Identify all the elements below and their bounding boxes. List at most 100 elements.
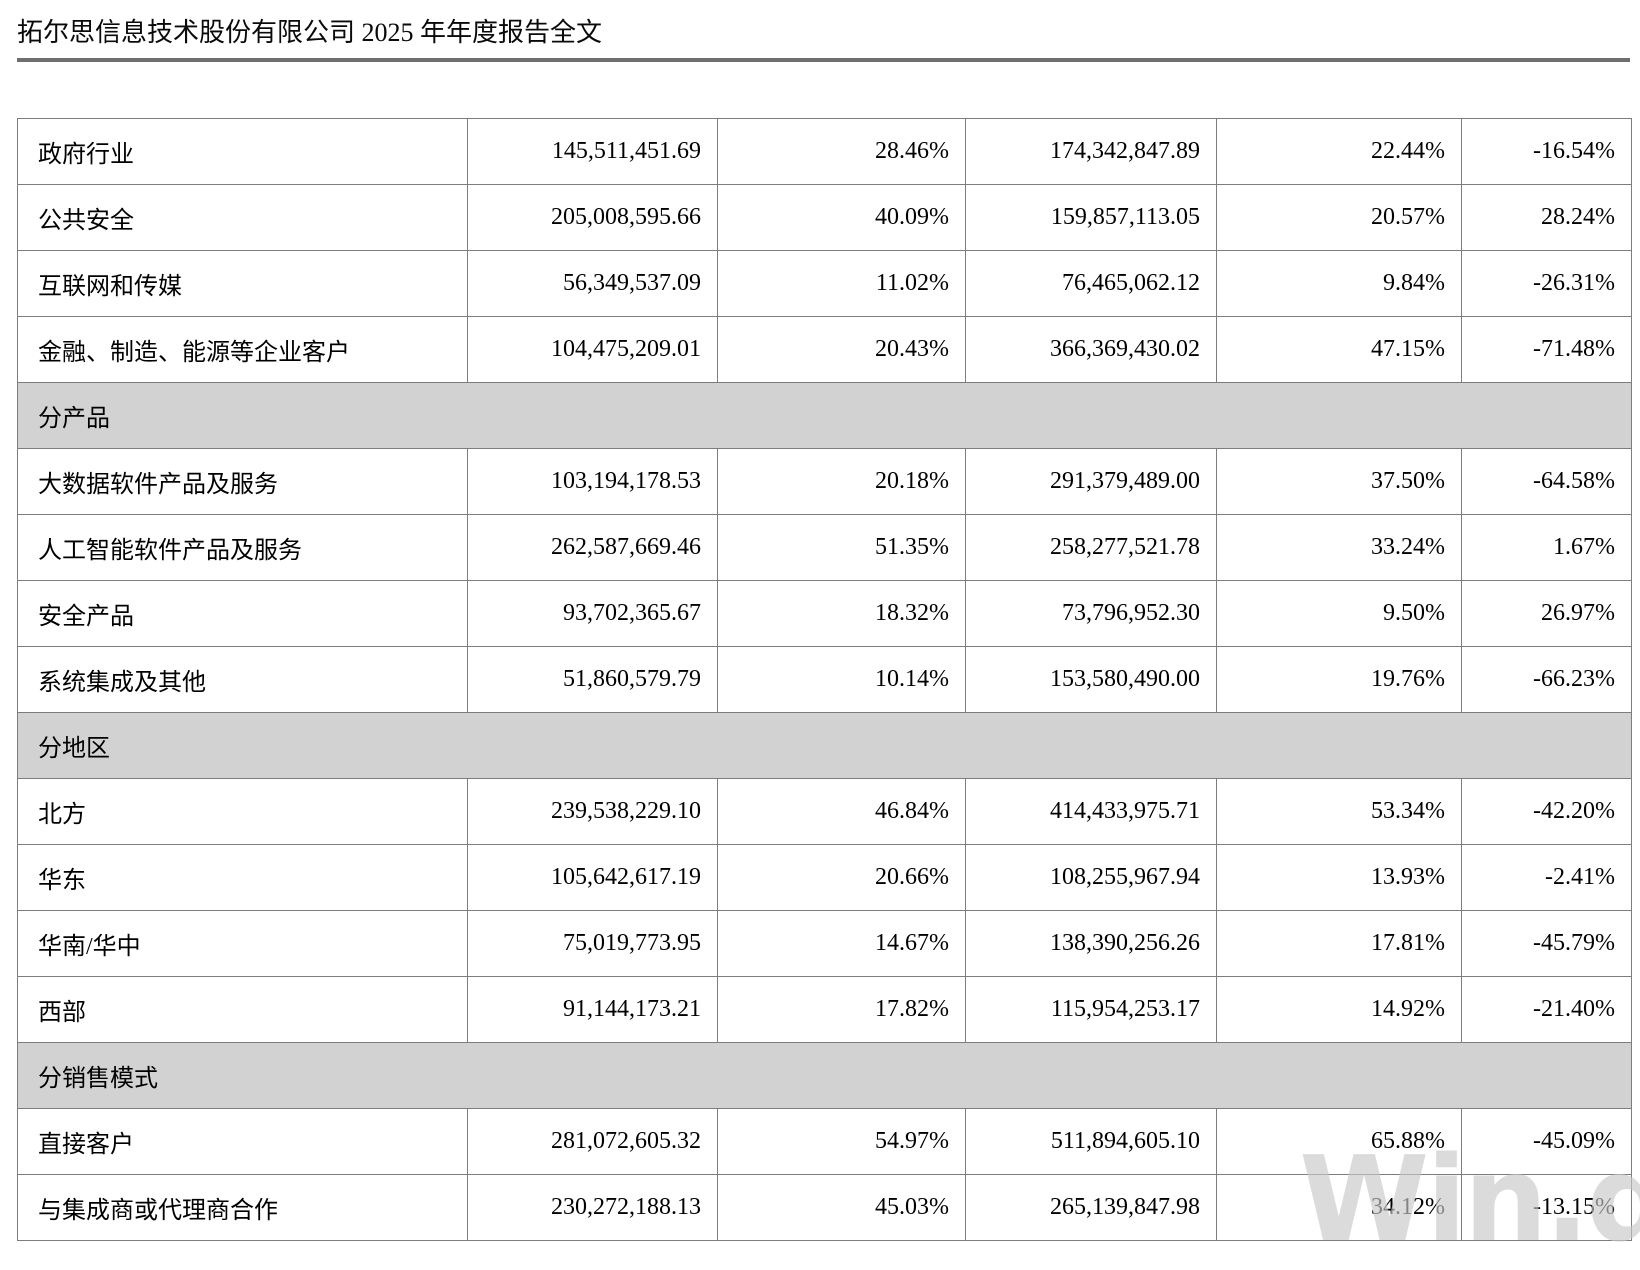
cell-value: 17.82% <box>717 976 966 1043</box>
table-row: 人工智能软件产品及服务 262,587,669.46 51.35% 258,277,5… <box>17 514 1632 581</box>
cell-value: -71.48% <box>1461 316 1632 383</box>
cell-value: -2.41% <box>1461 844 1632 911</box>
cell-value: 265,139,847.98 <box>965 1174 1217 1241</box>
table-row: 与集成商或代理商合作 230,272,188.13 45.03% 265,139,84… <box>17 1174 1632 1241</box>
cell-value: 54.97% <box>717 1108 966 1175</box>
cell-value: 103,194,178.53 <box>467 448 718 515</box>
cell-value: -16.54% <box>1461 118 1632 185</box>
cell-value: 108,255,967.94 <box>965 844 1217 911</box>
row-label: 大数据软件产品及服务 <box>17 448 468 515</box>
cell-value: 28.46% <box>717 118 966 185</box>
table-row: 直接客户 281,072,605.32 54.97% 511,894,605.10 65… <box>17 1108 1632 1175</box>
row-label: 与集成商或代理商合作 <box>17 1174 468 1241</box>
cell-value: 34.12% <box>1216 1174 1462 1241</box>
revenue-breakdown-table: 政府行业 145,511,451.69 28.46% 174,342,847.89 22… <box>17 118 1632 1241</box>
cell-value: 20.43% <box>717 316 966 383</box>
section-header: 分地区 <box>17 712 1632 779</box>
cell-value: -42.20% <box>1461 778 1632 845</box>
table-row: 政府行业 145,511,451.69 28.46% 174,342,847.89 22… <box>17 118 1632 185</box>
row-label: 安全产品 <box>17 580 468 647</box>
cell-value: 17.81% <box>1216 910 1462 977</box>
cell-value: 40.09% <box>717 184 966 251</box>
row-label: 华东 <box>17 844 468 911</box>
table-row: 互联网和传媒 56,349,537.09 11.02% 76,465,062.12 9.… <box>17 250 1632 317</box>
cell-value: 174,342,847.89 <box>965 118 1217 185</box>
cell-value: -45.09% <box>1461 1108 1632 1175</box>
section-header: 分产品 <box>17 382 1632 449</box>
row-label: 华南/华中 <box>17 910 468 977</box>
cell-value: 105,642,617.19 <box>467 844 718 911</box>
cell-value: 37.50% <box>1216 448 1462 515</box>
cell-value: 511,894,605.10 <box>965 1108 1217 1175</box>
cell-value: -21.40% <box>1461 976 1632 1043</box>
cell-value: 13.93% <box>1216 844 1462 911</box>
cell-value: -64.58% <box>1461 448 1632 515</box>
cell-value: 14.67% <box>717 910 966 977</box>
cell-value: 9.50% <box>1216 580 1462 647</box>
cell-value: 205,008,595.66 <box>467 184 718 251</box>
cell-value: 51,860,579.79 <box>467 646 718 713</box>
cell-value: 46.84% <box>717 778 966 845</box>
table-row: 金融、制造、能源等企业客户 104,475,209.01 20.43% 366,369… <box>17 316 1632 383</box>
cell-value: 281,072,605.32 <box>467 1108 718 1175</box>
cell-value: 47.15% <box>1216 316 1462 383</box>
row-label: 北方 <box>17 778 468 845</box>
row-label: 直接客户 <box>17 1108 468 1175</box>
cell-value: 291,379,489.00 <box>965 448 1217 515</box>
cell-value: 262,587,669.46 <box>467 514 718 581</box>
cell-value: 138,390,256.26 <box>965 910 1217 977</box>
cell-value: 56,349,537.09 <box>467 250 718 317</box>
cell-value: 10.14% <box>717 646 966 713</box>
cell-value: 93,702,365.67 <box>467 580 718 647</box>
cell-value: 1.67% <box>1461 514 1632 581</box>
table-row: 北方 239,538,229.10 46.84% 414,433,975.71 53.3… <box>17 778 1632 845</box>
cell-value: 104,475,209.01 <box>467 316 718 383</box>
cell-value: 14.92% <box>1216 976 1462 1043</box>
cell-value: -66.23% <box>1461 646 1632 713</box>
row-label: 系统集成及其他 <box>17 646 468 713</box>
cell-value: 45.03% <box>717 1174 966 1241</box>
row-label: 政府行业 <box>17 118 468 185</box>
cell-value: 153,580,490.00 <box>965 646 1217 713</box>
cell-value: 65.88% <box>1216 1108 1462 1175</box>
cell-value: 20.57% <box>1216 184 1462 251</box>
cell-value: 258,277,521.78 <box>965 514 1217 581</box>
cell-value: 75,019,773.95 <box>467 910 718 977</box>
cell-value: 9.84% <box>1216 250 1462 317</box>
cell-value: 53.34% <box>1216 778 1462 845</box>
cell-value: 19.76% <box>1216 646 1462 713</box>
cell-value: 145,511,451.69 <box>467 118 718 185</box>
section-row: 分地区 <box>17 712 1632 779</box>
section-header: 分销售模式 <box>17 1042 1632 1109</box>
cell-value: 11.02% <box>717 250 966 317</box>
table-row: 大数据软件产品及服务 103,194,178.53 20.18% 291,379,48… <box>17 448 1632 515</box>
section-row: 分产品 <box>17 382 1632 449</box>
cell-value: 73,796,952.30 <box>965 580 1217 647</box>
table-body: 政府行业 145,511,451.69 28.46% 174,342,847.89 22… <box>17 118 1632 1241</box>
page-title: 拓尔思信息技术股份有限公司 2025 年年度报告全文 <box>17 18 603 47</box>
cell-value: -45.79% <box>1461 910 1632 977</box>
cell-value: -26.31% <box>1461 250 1632 317</box>
cell-value: 51.35% <box>717 514 966 581</box>
title-divider <box>17 58 1630 62</box>
cell-value: 76,465,062.12 <box>965 250 1217 317</box>
row-label: 人工智能软件产品及服务 <box>17 514 468 581</box>
cell-value: 115,954,253.17 <box>965 976 1217 1043</box>
cell-value: 22.44% <box>1216 118 1462 185</box>
table-row: 华东 105,642,617.19 20.66% 108,255,967.94 13.9… <box>17 844 1632 911</box>
table-row: 公共安全 205,008,595.66 40.09% 159,857,113.05 20… <box>17 184 1632 251</box>
cell-value: 20.18% <box>717 448 966 515</box>
cell-value: -13.15% <box>1461 1174 1632 1241</box>
cell-value: 91,144,173.21 <box>467 976 718 1043</box>
row-label: 西部 <box>17 976 468 1043</box>
cell-value: 33.24% <box>1216 514 1462 581</box>
cell-value: 28.24% <box>1461 184 1632 251</box>
cell-value: 18.32% <box>717 580 966 647</box>
cell-value: 230,272,188.13 <box>467 1174 718 1241</box>
table-row: 西部 91,144,173.21 17.82% 115,954,253.17 14.92… <box>17 976 1632 1043</box>
cell-value: 239,538,229.10 <box>467 778 718 845</box>
section-row: 分销售模式 <box>17 1042 1632 1109</box>
table-row: 华南/华中 75,019,773.95 14.67% 138,390,256.26 17… <box>17 910 1632 977</box>
row-label: 互联网和传媒 <box>17 250 468 317</box>
table-row: 安全产品 93,702,365.67 18.32% 73,796,952.30 9.50… <box>17 580 1632 647</box>
